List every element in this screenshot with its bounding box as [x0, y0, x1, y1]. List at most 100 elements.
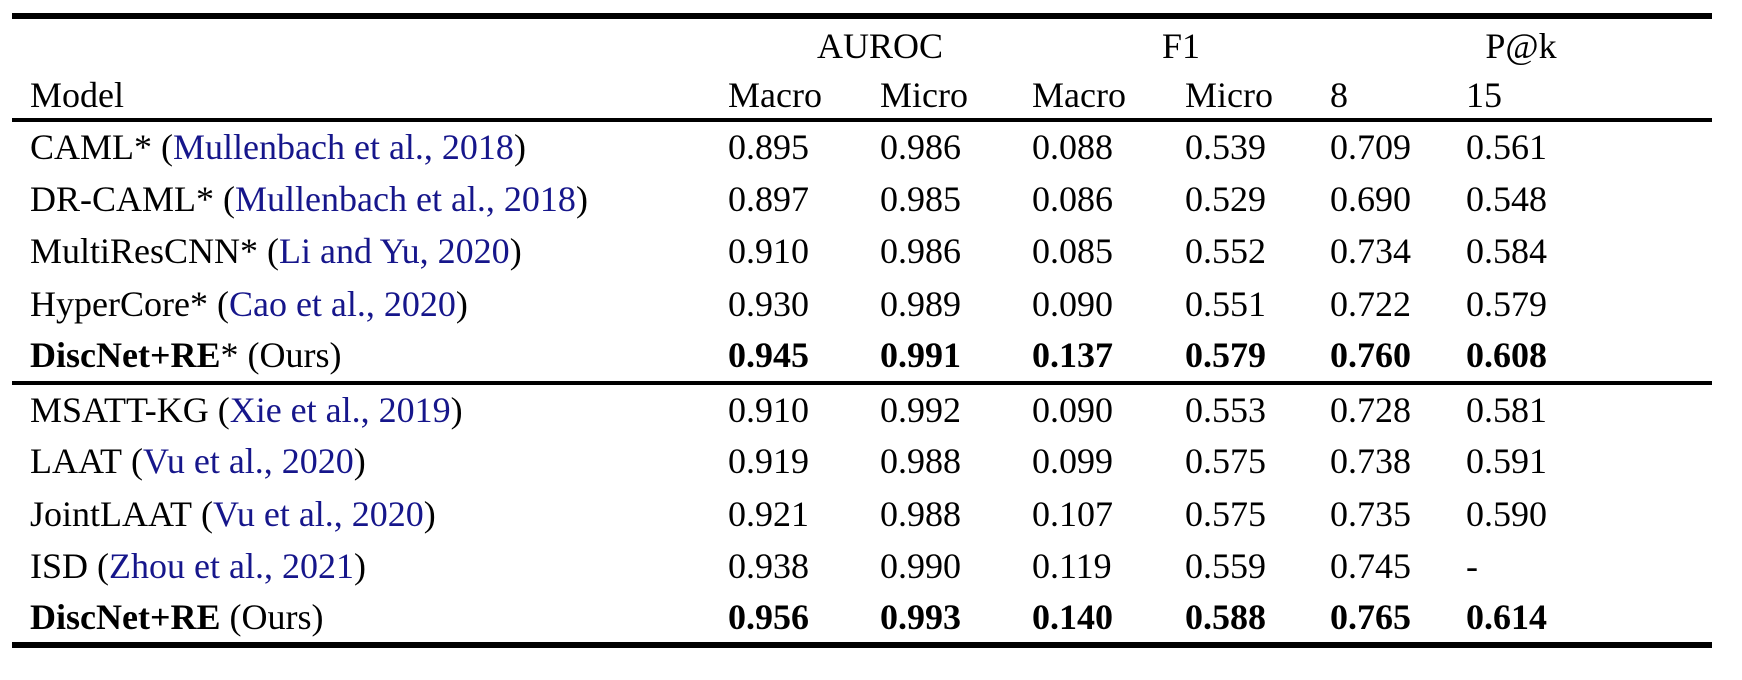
- metric-value: 0.986: [880, 231, 961, 272]
- column-header-auroc-micro: Micro: [880, 75, 968, 115]
- group-header-row: AUROC F1 P@k: [12, 16, 1712, 72]
- table-row: MultiResCNN* (Li and Yu, 2020) 0.910 0.986…: [12, 225, 1712, 278]
- metric-value: 0.584: [1466, 231, 1547, 272]
- citation-link[interactable]: Mullenbach et al., 2018: [235, 178, 576, 219]
- metric-value: 0.690: [1330, 178, 1411, 219]
- model-cell: ISD (Zhou et al., 2021): [12, 540, 728, 593]
- paren-open: (: [238, 335, 260, 376]
- metric-value: 0.085: [1032, 231, 1113, 272]
- paren-open: (: [214, 178, 236, 219]
- paren-close: ): [575, 178, 588, 219]
- model-cell: CAML* (Mullenbach et al., 2018): [12, 120, 728, 173]
- citation-link[interactable]: Vu et al., 2020: [143, 441, 354, 482]
- citation-link[interactable]: Vu et al., 2020: [213, 493, 424, 534]
- paren-close: ): [509, 231, 522, 272]
- model-cell: MultiResCNN* (Li and Yu, 2020): [12, 225, 728, 278]
- metric-value: 0.099: [1032, 441, 1113, 482]
- metric-value: 0.090: [1032, 283, 1113, 324]
- paren-close: ): [450, 389, 463, 430]
- ours-label: Ours: [259, 335, 330, 376]
- metric-value: 0.919: [728, 441, 809, 482]
- metric-value: 0.910: [728, 389, 809, 430]
- star-marker: *: [134, 127, 153, 168]
- metric-value: 0.897: [728, 178, 809, 219]
- metric-value: 0.581: [1466, 389, 1547, 430]
- model-name: ISD: [30, 546, 89, 587]
- metric-value: 0.579: [1185, 335, 1266, 376]
- metric-value: 0.614: [1466, 597, 1547, 638]
- metric-value: 0.579: [1466, 283, 1547, 324]
- metric-value: 0.548: [1466, 178, 1547, 219]
- metric-value: 0.991: [880, 335, 961, 376]
- column-header-model: Model: [30, 75, 124, 115]
- metric-value: 0.988: [880, 441, 961, 482]
- model-name: DiscNet+RE: [30, 335, 221, 376]
- citation-link[interactable]: Zhou et al., 2021: [109, 546, 354, 587]
- metric-value: 0.088: [1032, 127, 1113, 168]
- table-row: MSATT-KG (Xie et al., 2019) 0.910 0.992 0.0…: [12, 383, 1712, 436]
- paren-open: (: [192, 493, 213, 534]
- citation-link[interactable]: Cao et al., 2020: [228, 283, 456, 324]
- metric-value: 0.553: [1185, 389, 1266, 430]
- metric-value: 0.993: [880, 597, 961, 638]
- metric-value: 0.722: [1330, 283, 1411, 324]
- metric-value: 0.140: [1032, 597, 1113, 638]
- metric-value: 0.551: [1185, 283, 1266, 324]
- metric-value: 0.539: [1185, 127, 1266, 168]
- paren-close: ): [423, 493, 436, 534]
- star-marker: *: [220, 335, 239, 376]
- table-row: JointLAAT (Vu et al., 2020) 0.921 0.988 0.1…: [12, 488, 1712, 541]
- metric-value: 0.529: [1185, 178, 1266, 219]
- metric-value: 0.895: [728, 127, 809, 168]
- metric-value: 0.559: [1185, 546, 1266, 587]
- paren-close: ): [311, 597, 324, 638]
- sub-header-row: Model Macro Micro Macro Micro 8 15: [12, 72, 1712, 120]
- ours-label: Ours: [241, 597, 312, 638]
- model-cell: DR-CAML* (Mullenbach et al., 2018): [12, 173, 728, 226]
- model-name: JointLAAT: [30, 493, 192, 534]
- citation-link[interactable]: Li and Yu, 2020: [279, 231, 510, 272]
- metric-value: 0.137: [1032, 335, 1113, 376]
- metric-value: 0.745: [1330, 546, 1411, 587]
- citation-link[interactable]: Mullenbach et al., 2018: [173, 127, 514, 168]
- model-cell: DiscNet+RE* (Ours): [12, 330, 728, 383]
- metric-value: 0.608: [1466, 335, 1547, 376]
- results-table: AUROC F1 P@k Model Macro Micro Macro Mic…: [12, 13, 1712, 648]
- table-row: ISD (Zhou et al., 2021) 0.938 0.990 0.119 0.…: [12, 540, 1712, 593]
- metric-value: 0.709: [1330, 127, 1411, 168]
- metric-value: 0.985: [880, 178, 961, 219]
- table-row: LAAT (Vu et al., 2020) 0.919 0.988 0.099 0.5…: [12, 435, 1712, 488]
- star-marker: *: [189, 283, 208, 324]
- table-row: DiscNet+RE* (Ours) 0.945 0.991 0.137 0.579 0.…: [12, 330, 1712, 383]
- paren-open: (: [258, 231, 280, 272]
- metric-value: 0.734: [1330, 231, 1411, 272]
- metric-value: 0.590: [1466, 493, 1547, 534]
- metric-value: 0.728: [1330, 389, 1411, 430]
- column-group-auroc: AUROC: [816, 25, 944, 66]
- model-name: CAML: [30, 127, 135, 168]
- empty-header-cell: [12, 16, 728, 72]
- table-row: DR-CAML* (Mullenbach et al., 2018) 0.897 0…: [12, 173, 1712, 226]
- metric-value: 0.107: [1032, 493, 1113, 534]
- metric-value: 0.990: [880, 546, 961, 587]
- metric-value: 0.119: [1032, 546, 1112, 587]
- model-cell: MSATT-KG (Xie et al., 2019): [12, 383, 728, 436]
- model-name: MSATT-KG: [30, 389, 209, 430]
- column-header-f1-macro: Macro: [1032, 75, 1126, 115]
- column-header-f1-micro: Micro: [1185, 75, 1273, 115]
- table-header: AUROC F1 P@k Model Macro Micro Macro Mic…: [12, 16, 1712, 120]
- citation-link[interactable]: Xie et al., 2019: [229, 389, 451, 430]
- model-name: HyperCore: [30, 283, 190, 324]
- table-row: HyperCore* (Cao et al., 2020) 0.930 0.989 0…: [12, 278, 1712, 331]
- paren-open: (: [152, 127, 174, 168]
- metric-value: -: [1466, 546, 1478, 587]
- table-row: CAML* (Mullenbach et al., 2018) 0.895 0.98…: [12, 120, 1712, 173]
- star-marker: *: [196, 178, 215, 219]
- table-row: DiscNet+RE (Ours) 0.956 0.993 0.140 0.588 0.7…: [12, 593, 1712, 646]
- metric-value: 0.956: [728, 597, 809, 638]
- metric-value: 0.930: [728, 283, 809, 324]
- metric-value: 0.086: [1032, 178, 1113, 219]
- metric-value: 0.989: [880, 283, 961, 324]
- model-cell: JointLAAT (Vu et al., 2020): [12, 488, 728, 541]
- model-name: DR-CAML: [30, 178, 197, 219]
